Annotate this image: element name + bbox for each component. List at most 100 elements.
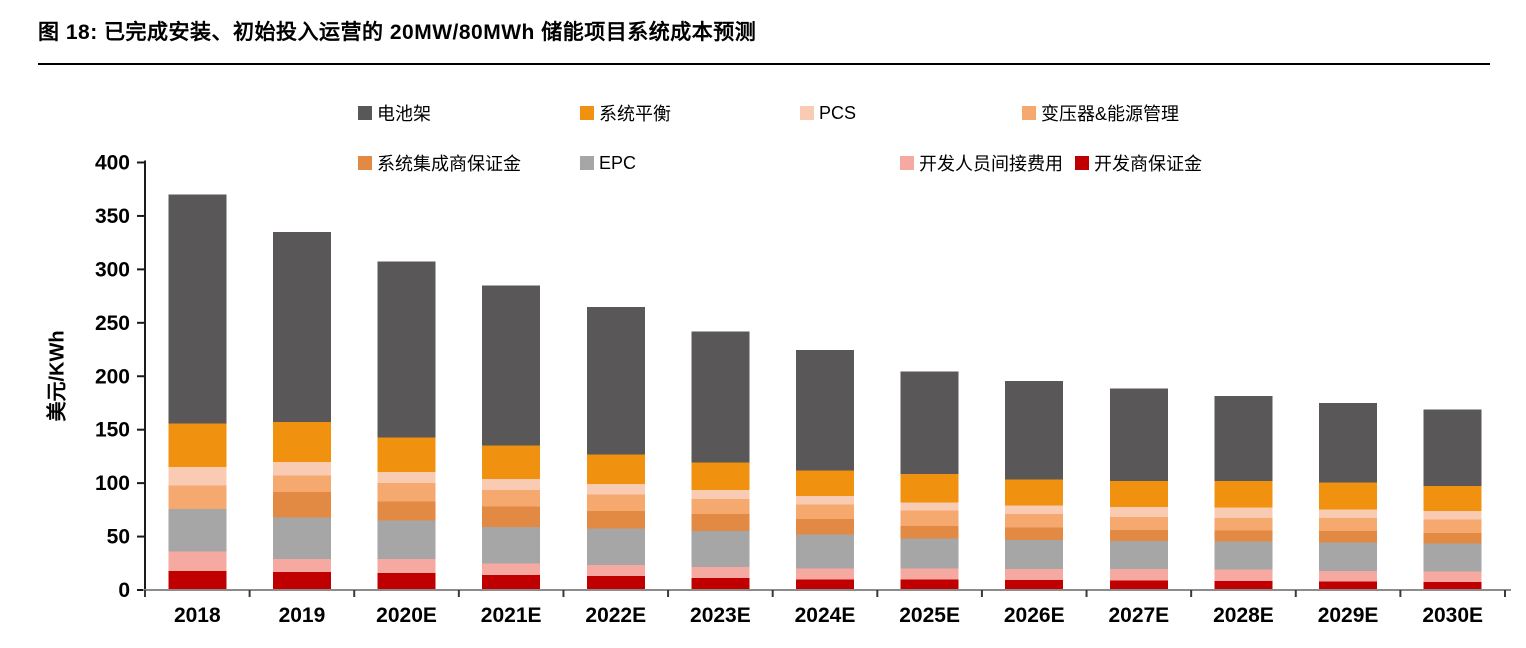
bar-segment-developer-overhead-2020E <box>377 559 436 573</box>
bar-segment-transformer-energy-mgmt-2027E <box>1109 516 1168 531</box>
legend-swatch-balance-of-system <box>580 106 594 120</box>
bar-segment-epc-2023E <box>691 531 750 568</box>
bar-segment-developer-margin-2018 <box>168 570 227 590</box>
bar-segment-transformer-energy-mgmt-2029E <box>1319 517 1378 532</box>
bar-segment-pcs-2026E <box>1005 505 1064 515</box>
bar-segment-developer-overhead-2026E <box>1005 569 1064 580</box>
bar-segment-developer-overhead-2019 <box>272 559 331 572</box>
bar-segment-battery-rack-2019 <box>272 231 331 423</box>
bar-segment-integrator-margin-2027E <box>1109 530 1168 541</box>
bar-segment-epc-2025E <box>900 538 959 569</box>
x-tick-label: 2019 <box>279 604 326 627</box>
legend-label-developer-margin: 开发商保证金 <box>1094 154 1202 174</box>
legend-label-balance-of-system: 系统平衡 <box>599 104 671 124</box>
bar-segment-balance-of-system-2018 <box>168 423 227 468</box>
bar-segment-epc-2028E <box>1214 541 1273 570</box>
legend-item-balance-of-system: 系统平衡 <box>580 103 671 124</box>
bar-segment-transformer-energy-mgmt-2020E <box>377 483 436 502</box>
bar-segment-balance-of-system-2029E <box>1319 482 1378 510</box>
legend-label-pcs: PCS <box>819 102 857 123</box>
bar-segment-developer-overhead-2024E <box>796 568 854 580</box>
bar-segment-developer-margin-2030E <box>1423 581 1482 590</box>
bar-segment-balance-of-system-2026E <box>1005 479 1064 506</box>
bar-segment-battery-rack-2025E <box>900 371 959 475</box>
bar-segment-pcs-2020E <box>377 471 436 484</box>
bar-segment-integrator-margin-2025E <box>900 525 959 539</box>
x-tick-label: 2027E <box>1108 604 1169 627</box>
bar-segment-balance-of-system-2024E <box>796 470 854 496</box>
x-tick-label: 2025E <box>899 604 960 627</box>
bar-segment-epc-2019 <box>272 517 331 560</box>
x-tick-label: 2021E <box>481 604 542 627</box>
bar-segment-balance-of-system-2027E <box>1109 480 1168 508</box>
legend-swatch-developer-overhead <box>900 156 914 170</box>
bar-segment-balance-of-system-2019 <box>272 422 331 462</box>
bar-segment-developer-overhead-2021E <box>482 563 541 576</box>
bar-segment-balance-of-system-2020E <box>377 437 436 472</box>
y-tick-label: 0 <box>118 579 130 602</box>
bar-segment-pcs-2025E <box>900 502 959 511</box>
bar-segment-developer-margin-2024E <box>796 579 854 590</box>
bar-segment-developer-margin-2021E <box>482 575 541 590</box>
bar-segment-developer-margin-2026E <box>1005 579 1064 590</box>
bar-segment-transformer-energy-mgmt-2025E <box>900 510 959 526</box>
legend-item-battery-rack: 电池架 <box>358 103 431 124</box>
figure-title: 图 18: 已完成安装、初始投入运营的 20MW/80MWh 储能项目系统成本预… <box>38 21 757 44</box>
bar-segment-transformer-energy-mgmt-2022E <box>586 494 645 511</box>
bar-segment-battery-rack-2018 <box>168 194 227 424</box>
bar-segment-battery-rack-2021E <box>482 285 541 446</box>
legend-label-transformer-energy-mgmt: 变压器&能源管理 <box>1041 104 1180 124</box>
x-tick-label: 2030E <box>1422 604 1483 627</box>
y-tick-label: 150 <box>95 419 130 442</box>
legend-item-transformer-energy-mgmt: 变压器&能源管理 <box>1022 103 1180 124</box>
bar-segment-developer-margin-2019 <box>272 571 331 590</box>
legend-label-epc: EPC <box>599 152 637 173</box>
x-tick-label: 2022E <box>585 604 646 627</box>
bar-segment-battery-rack-2029E <box>1319 402 1378 483</box>
bar-segment-integrator-margin-2024E <box>796 518 854 535</box>
x-tick-label: 2020E <box>376 604 437 627</box>
bar-segment-developer-overhead-2022E <box>586 564 645 577</box>
x-tick-label: 2024E <box>795 604 856 627</box>
bar-segment-transformer-energy-mgmt-2030E <box>1423 519 1482 533</box>
bar-segment-pcs-2021E <box>482 478 541 491</box>
y-tick-label: 250 <box>95 312 130 335</box>
bar-segment-developer-margin-2023E <box>691 578 750 590</box>
bar-segment-integrator-margin-2026E <box>1005 527 1064 540</box>
x-tick-label: 2028E <box>1213 604 1274 627</box>
bar-segment-battery-rack-2026E <box>1005 381 1064 480</box>
bar-segment-developer-overhead-2028E <box>1214 569 1273 581</box>
bar-segment-balance-of-system-2025E <box>900 474 959 503</box>
legend-swatch-epc <box>580 156 594 170</box>
bar-segment-pcs-2019 <box>272 461 331 476</box>
legend-item-epc: EPC <box>580 153 636 173</box>
y-tick-label: 300 <box>95 258 130 281</box>
bar-segment-balance-of-system-2028E <box>1214 480 1273 508</box>
bar-segment-integrator-margin-2030E <box>1423 532 1482 544</box>
bar-segment-integrator-margin-2029E <box>1319 531 1378 543</box>
bar-segment-pcs-2029E <box>1319 509 1378 518</box>
bar-segment-epc-2020E <box>377 520 436 560</box>
bar-segment-balance-of-system-2022E <box>586 454 645 485</box>
bar-segment-battery-rack-2022E <box>586 306 645 455</box>
bar-segment-developer-overhead-2030E <box>1423 571 1482 582</box>
y-tick-label: 350 <box>95 205 130 228</box>
legend-swatch-integrator-margin <box>358 156 372 170</box>
bar-segment-transformer-energy-mgmt-2018 <box>168 485 227 509</box>
bar-segment-integrator-margin-2023E <box>691 514 750 532</box>
bar-segment-integrator-margin-2019 <box>272 492 331 518</box>
bar-segment-pcs-2023E <box>691 490 750 500</box>
bar-segment-balance-of-system-2021E <box>482 445 541 479</box>
bar-segment-pcs-2018 <box>168 467 227 486</box>
bar-segment-epc-2021E <box>482 526 541 564</box>
x-tick-label: 2018 <box>174 604 221 627</box>
bar-segment-transformer-energy-mgmt-2026E <box>1005 514 1064 528</box>
bar-segment-battery-rack-2023E <box>691 331 750 463</box>
bar-segment-pcs-2024E <box>796 495 854 505</box>
bar-segment-epc-2027E <box>1109 540 1168 570</box>
bar-segment-developer-margin-2020E <box>377 572 436 590</box>
y-tick-label: 400 <box>95 152 130 175</box>
bar-segment-balance-of-system-2023E <box>691 462 750 491</box>
bar-segment-developer-overhead-2023E <box>691 567 750 579</box>
legend-label-developer-overhead: 开发人员间接费用 <box>919 154 1063 174</box>
